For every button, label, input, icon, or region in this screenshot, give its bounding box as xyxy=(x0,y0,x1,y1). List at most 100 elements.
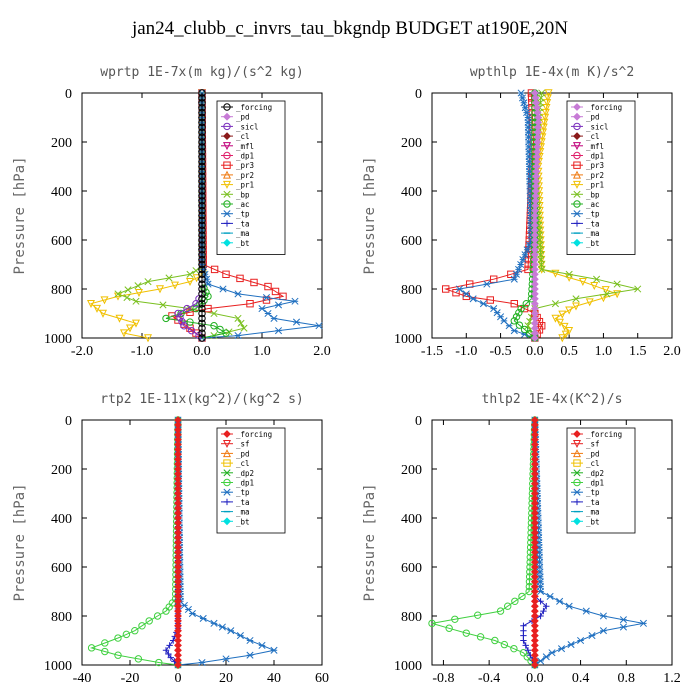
series-line xyxy=(458,92,536,339)
data-point xyxy=(537,246,546,255)
legend-label: _ma xyxy=(236,508,250,517)
x-tick-label: 1.5 xyxy=(629,344,647,359)
legend-label: _pr2 xyxy=(586,171,604,180)
data-point xyxy=(198,658,206,667)
data-point xyxy=(101,647,109,656)
data-point xyxy=(180,322,188,330)
legend-marker xyxy=(572,142,582,151)
y-tick-label: 0 xyxy=(415,414,422,429)
data-point xyxy=(198,329,206,337)
data-point xyxy=(192,274,201,283)
data-point xyxy=(565,270,573,278)
legend-label: _cl xyxy=(586,132,600,141)
chart-panel: wprtp 1E-7x(m kg)/(s^2 kg) Pressure [hPa]… xyxy=(12,65,331,359)
legend-marker xyxy=(222,170,232,179)
data-point xyxy=(567,641,575,649)
data-point xyxy=(530,661,539,669)
data-point xyxy=(315,322,323,330)
data-point xyxy=(186,318,194,326)
y-axis-label: Pressure [hPa] xyxy=(12,156,28,274)
data-point xyxy=(540,118,549,127)
data-point xyxy=(134,655,143,663)
data-point xyxy=(588,632,596,640)
data-point xyxy=(198,143,206,151)
data-point xyxy=(198,104,206,112)
data-point xyxy=(218,623,226,631)
legend-label: _bt xyxy=(586,239,600,248)
y-tick-label: 0 xyxy=(65,87,72,102)
data-point xyxy=(167,654,174,661)
legend-marker xyxy=(572,180,582,189)
x-tick-label: 1.0 xyxy=(253,344,271,359)
data-point xyxy=(122,630,131,639)
data-point xyxy=(119,329,129,338)
data-point xyxy=(143,334,153,343)
data-point xyxy=(198,304,206,313)
data-point xyxy=(541,113,550,122)
data-point xyxy=(186,270,194,278)
legend-marker xyxy=(223,430,231,438)
data-point xyxy=(274,301,283,309)
data-point xyxy=(543,603,550,610)
x-tick-label: 1.2 xyxy=(663,671,681,686)
data-point xyxy=(198,314,206,323)
data-point xyxy=(520,637,527,644)
legend-marker xyxy=(223,469,231,477)
series-pr1 xyxy=(86,89,208,343)
data-point xyxy=(510,327,518,335)
x-tick-label: 1.0 xyxy=(595,344,613,359)
data-point xyxy=(469,295,477,303)
data-point xyxy=(198,118,206,127)
x-tick-label: -1.5 xyxy=(421,344,443,359)
data-point xyxy=(555,318,565,327)
data-point xyxy=(556,597,564,605)
data-point xyxy=(462,290,470,298)
plot-frame xyxy=(81,419,323,666)
legend-marker xyxy=(223,151,231,160)
x-tick-label: -0.5 xyxy=(489,344,511,359)
legend-label: _bt xyxy=(236,239,250,248)
data-point xyxy=(176,313,184,322)
x-tick-label: 0 xyxy=(175,671,182,686)
legend-label: _pd xyxy=(236,113,250,122)
data-point xyxy=(198,319,206,327)
data-point xyxy=(515,308,523,317)
data-point xyxy=(292,318,301,326)
y-tick-label: 600 xyxy=(51,234,72,249)
data-point xyxy=(512,313,521,321)
data-point xyxy=(198,172,206,181)
y-tick-label: 200 xyxy=(401,136,422,151)
data-point xyxy=(183,304,191,313)
data-point xyxy=(271,287,280,296)
legend-marker xyxy=(222,440,232,449)
legend-label: _ac xyxy=(586,200,600,209)
legend-marker xyxy=(222,180,232,189)
data-point xyxy=(199,614,207,623)
data-point xyxy=(100,296,109,305)
legend-marker xyxy=(573,112,581,121)
legend-box xyxy=(566,427,636,534)
data-point xyxy=(198,167,206,176)
data-point xyxy=(234,314,242,322)
data-point xyxy=(540,607,547,615)
data-point xyxy=(538,322,546,330)
data-point xyxy=(452,288,460,297)
plot-frame xyxy=(431,92,673,339)
data-point xyxy=(219,285,227,293)
data-point xyxy=(113,292,123,301)
legend-label: _pr3 xyxy=(586,161,604,170)
data-point xyxy=(590,282,599,291)
x-tick-label: 60 xyxy=(315,671,329,686)
data-point xyxy=(198,236,206,244)
data-point xyxy=(521,104,529,112)
data-point xyxy=(524,647,532,654)
data-point xyxy=(234,290,242,298)
data-point xyxy=(262,296,271,304)
data-point xyxy=(198,197,206,205)
data-point xyxy=(198,162,206,171)
data-point xyxy=(198,324,206,332)
data-point xyxy=(582,607,590,615)
data-point xyxy=(125,324,135,333)
x-tick-label: 0.0 xyxy=(193,344,211,359)
data-point xyxy=(187,326,196,335)
